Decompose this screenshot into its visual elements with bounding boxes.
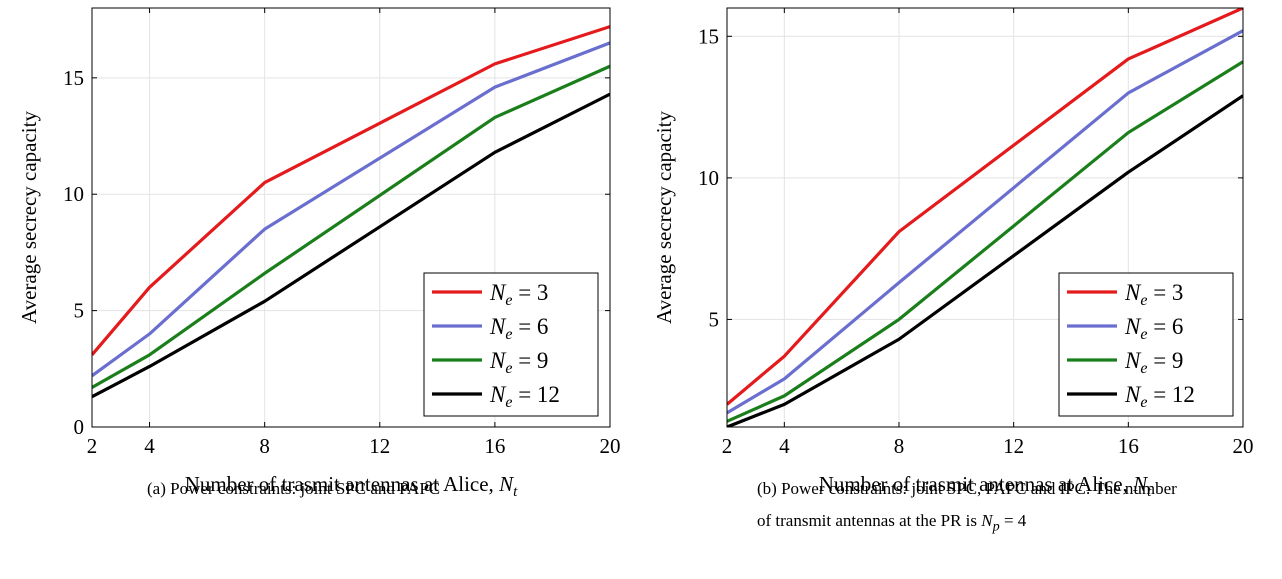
caption-a-text: (a) Power constraints: joint SPC and PAP… xyxy=(147,479,441,498)
x-tick-label: 4 xyxy=(144,434,155,458)
series-group xyxy=(92,25,610,399)
caption-b-math: N xyxy=(981,511,993,530)
x-tick-label: 8 xyxy=(894,434,905,458)
caption-b-eq: = 4 xyxy=(999,511,1027,530)
y-tick-label: 10 xyxy=(698,166,719,190)
chart-panel-b: 2 4 8 12 16 20 5 10 15 Ne = 3 Ne = 6 Ne = 9 Ne = 12 N… xyxy=(652,7,1254,500)
x-axis-label: Number of trasmit antennas at Alice, Nt xyxy=(819,472,1152,500)
y-tick-label: 15 xyxy=(63,66,84,90)
x-tick-label: 2 xyxy=(87,434,98,458)
caption-b-line1: (b) Power constraints: joint SPC, PAPC a… xyxy=(757,479,1177,498)
y-tick-label: 5 xyxy=(74,299,85,323)
series-line xyxy=(92,41,610,378)
caption-b: (b) Power constraints: joint SPC, PAPC a… xyxy=(757,473,1277,542)
y-axis-label: Average secrecy capacity xyxy=(652,111,676,324)
x-tick-label: 8 xyxy=(259,434,270,458)
x-tick-label: 16 xyxy=(1118,434,1139,458)
x-tick-label: 12 xyxy=(1003,434,1024,458)
legend-label: Ne = 9 xyxy=(1124,348,1183,377)
series-line xyxy=(727,60,1243,423)
series-line xyxy=(727,94,1243,427)
x-tick-label: 20 xyxy=(600,434,621,458)
legend-label: Ne = 9 xyxy=(489,348,548,377)
legend-label: Ne = 3 xyxy=(1124,280,1183,309)
caption-b-line2: of transmit antennas at the PR is Np = 4 xyxy=(757,505,1277,542)
series-line xyxy=(727,29,1243,415)
plot-frame xyxy=(91,7,611,428)
legend-label: Ne = 6 xyxy=(1124,314,1183,343)
legend-label: Ne = 12 xyxy=(489,382,560,411)
series-line xyxy=(92,64,610,389)
x-axis-label: Number of trasmit antennas at Alice, Nt xyxy=(185,472,518,500)
y-tick-label: 5 xyxy=(709,307,720,331)
series-line xyxy=(92,25,610,356)
caption-a: (a) Power constraints: joint SPC and PAP… xyxy=(147,473,627,505)
y-tick-label: 0 xyxy=(74,415,85,439)
y-tick-label: 10 xyxy=(63,182,84,206)
x-tick-label: 20 xyxy=(1233,434,1254,458)
caption-b-sub: p xyxy=(992,518,1000,535)
series-group xyxy=(727,8,1243,427)
legend-box xyxy=(1058,272,1234,417)
series-line xyxy=(92,92,610,399)
y-axis-label: Average secrecy capacity xyxy=(17,111,41,324)
chart-panel-a: 2 4 8 12 16 20 0 5 10 15 Ne = 3 Ne = 6 Ne = 9 Ne = 12… xyxy=(17,7,621,500)
x-tick-label: 2 xyxy=(722,434,733,458)
legend-label: Ne = 6 xyxy=(489,314,548,343)
legend-label: Ne = 12 xyxy=(1124,382,1195,411)
legend-box xyxy=(423,272,599,417)
series-line xyxy=(727,8,1243,406)
plot-frame xyxy=(726,7,1244,428)
x-tick-label: 4 xyxy=(779,434,790,458)
x-tick-label: 16 xyxy=(484,434,505,458)
x-tick-label: 12 xyxy=(369,434,390,458)
caption-b-line2-text: of transmit antennas at the PR is xyxy=(757,511,982,530)
legend-label: Ne = 3 xyxy=(489,280,548,309)
y-tick-label: 15 xyxy=(698,24,719,48)
